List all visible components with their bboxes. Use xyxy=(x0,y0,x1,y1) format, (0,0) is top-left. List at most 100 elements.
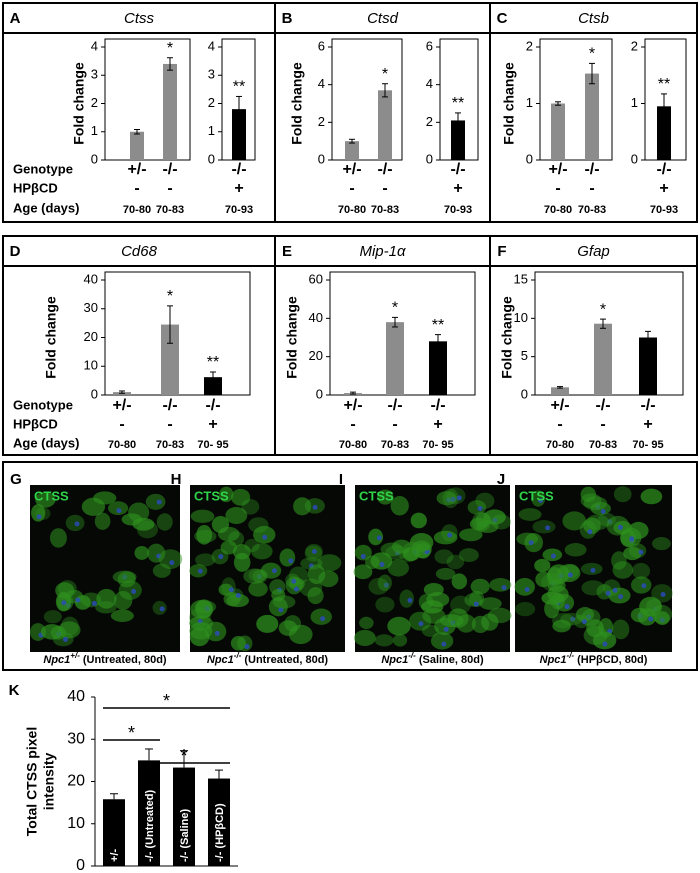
y-tick-label: 0 xyxy=(91,386,98,401)
y-tick-label: 0 xyxy=(631,151,638,166)
nucleus xyxy=(131,589,137,595)
cell xyxy=(552,619,571,633)
cell xyxy=(196,524,213,545)
bar xyxy=(232,109,246,160)
nucleus xyxy=(441,641,447,647)
age-label: 70- 95 xyxy=(422,439,453,451)
bar xyxy=(161,324,179,395)
panel-body xyxy=(489,265,698,456)
y-tick-label: 0 xyxy=(316,386,323,401)
caption-genotype: +/- xyxy=(70,651,80,660)
plot-frame xyxy=(539,38,613,161)
nucleus xyxy=(91,600,97,606)
bar xyxy=(639,337,657,395)
caption: Npc1+/- (Untreated, 80d) xyxy=(43,651,167,666)
cell xyxy=(409,533,434,552)
cell xyxy=(573,614,589,629)
cell xyxy=(544,599,560,619)
cell xyxy=(293,497,312,516)
hpbcd-label: - xyxy=(557,416,562,433)
cell xyxy=(640,488,663,505)
cell xyxy=(152,600,167,615)
row-label: HPβCD xyxy=(13,180,58,195)
genotype-label: +/- xyxy=(343,397,362,414)
age-label: 70-80 xyxy=(123,204,151,216)
y-tick-label: 2 xyxy=(631,38,638,53)
nucleus xyxy=(570,616,576,622)
age-label: 70-93 xyxy=(444,204,472,216)
panel-letter: B xyxy=(282,10,293,27)
cell xyxy=(469,590,485,607)
cell xyxy=(592,631,617,650)
age-label: 70-83 xyxy=(381,439,409,451)
cell xyxy=(110,609,134,622)
cell xyxy=(35,491,56,508)
cell xyxy=(471,615,490,633)
cell xyxy=(464,593,483,607)
cell xyxy=(435,567,456,580)
cell xyxy=(445,487,466,505)
caption: Npc1-/- (Saline, 80d) xyxy=(381,651,484,666)
cell xyxy=(399,549,418,563)
hpbcd-label: - xyxy=(392,416,397,433)
bar xyxy=(378,90,392,160)
genotype-label: -/- xyxy=(387,397,402,414)
age-label: 70-83 xyxy=(371,204,399,216)
row-label: Age (days) xyxy=(13,200,79,215)
nucleus xyxy=(214,630,220,636)
y-tick-label: 2 xyxy=(526,38,533,53)
cell xyxy=(613,486,632,503)
caption: Npc1-/- (HPβCD, 80d) xyxy=(540,651,648,666)
genotype-label: +/- xyxy=(548,161,567,178)
nucleus xyxy=(379,561,385,567)
genotype-label: -/- xyxy=(640,397,655,414)
cell xyxy=(387,616,411,636)
cell xyxy=(612,619,630,640)
cell xyxy=(190,599,213,619)
nucleus xyxy=(271,568,277,574)
cell xyxy=(152,563,171,578)
cell xyxy=(430,632,454,650)
age-label: 70- 95 xyxy=(632,439,663,451)
cell xyxy=(156,513,173,531)
nucleus xyxy=(61,600,67,606)
hpbcd-label: - xyxy=(119,416,124,433)
cell xyxy=(217,526,240,542)
y-tick-label: 40 xyxy=(84,271,98,286)
y-tick-label: 3 xyxy=(208,67,215,82)
cell xyxy=(534,558,551,573)
panel-letter: E xyxy=(282,243,292,260)
caption-gene: Npc1 xyxy=(207,654,234,666)
genotype-label: -/- xyxy=(656,161,671,178)
cell xyxy=(221,577,236,597)
cell xyxy=(368,577,389,595)
cell xyxy=(487,607,512,624)
cell xyxy=(489,578,512,592)
cell xyxy=(631,576,652,594)
significance: * xyxy=(128,723,135,743)
bar xyxy=(138,760,160,866)
nucleus xyxy=(629,536,635,542)
genotype-label: -/- xyxy=(430,397,445,414)
cell xyxy=(470,578,490,595)
panel-letter: A xyxy=(10,10,21,27)
bar xyxy=(429,341,447,395)
bar xyxy=(163,63,177,161)
cell xyxy=(426,591,450,608)
cell xyxy=(359,616,374,630)
nucleus xyxy=(648,616,654,622)
nucleus xyxy=(550,553,556,559)
cell xyxy=(219,486,234,503)
caption-genotype: -/- xyxy=(408,651,416,660)
cell xyxy=(410,512,427,529)
caption-gene: Npc1 xyxy=(381,654,408,666)
cell xyxy=(117,571,136,588)
age-label: 70-83 xyxy=(156,439,184,451)
genotype-label: -/- xyxy=(584,161,599,178)
cell xyxy=(651,604,673,624)
cell xyxy=(108,501,129,516)
caption-gene: Npc1 xyxy=(540,654,567,666)
nucleus xyxy=(418,621,424,627)
y-tick-label: 6 xyxy=(426,38,433,53)
caption-gene: Npc1 xyxy=(43,654,70,666)
